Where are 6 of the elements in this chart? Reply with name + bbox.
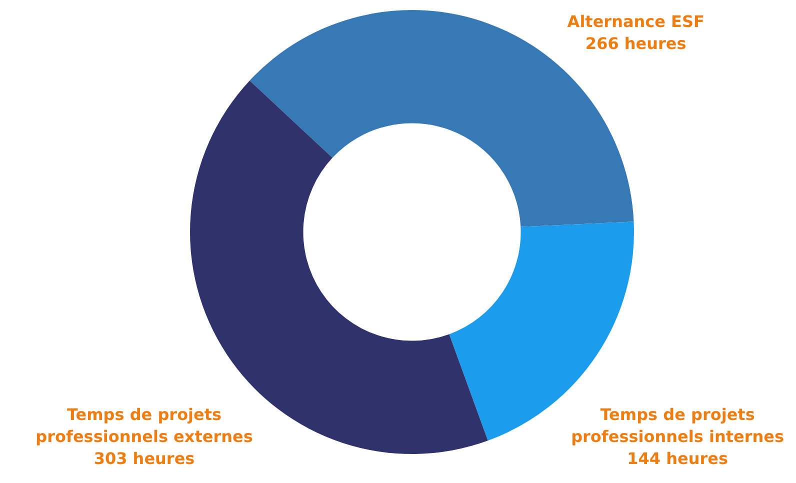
data-label: 144 heures: [627, 449, 728, 468]
slice-label: Alternance ESF: [567, 12, 704, 32]
slice-label: Temps de projets professionnels externes: [36, 405, 253, 446]
slice-label: Temps de projets professionnels internes: [571, 405, 784, 446]
data-label: 266 heures: [585, 34, 686, 54]
data-label: 303 heures: [94, 449, 195, 468]
